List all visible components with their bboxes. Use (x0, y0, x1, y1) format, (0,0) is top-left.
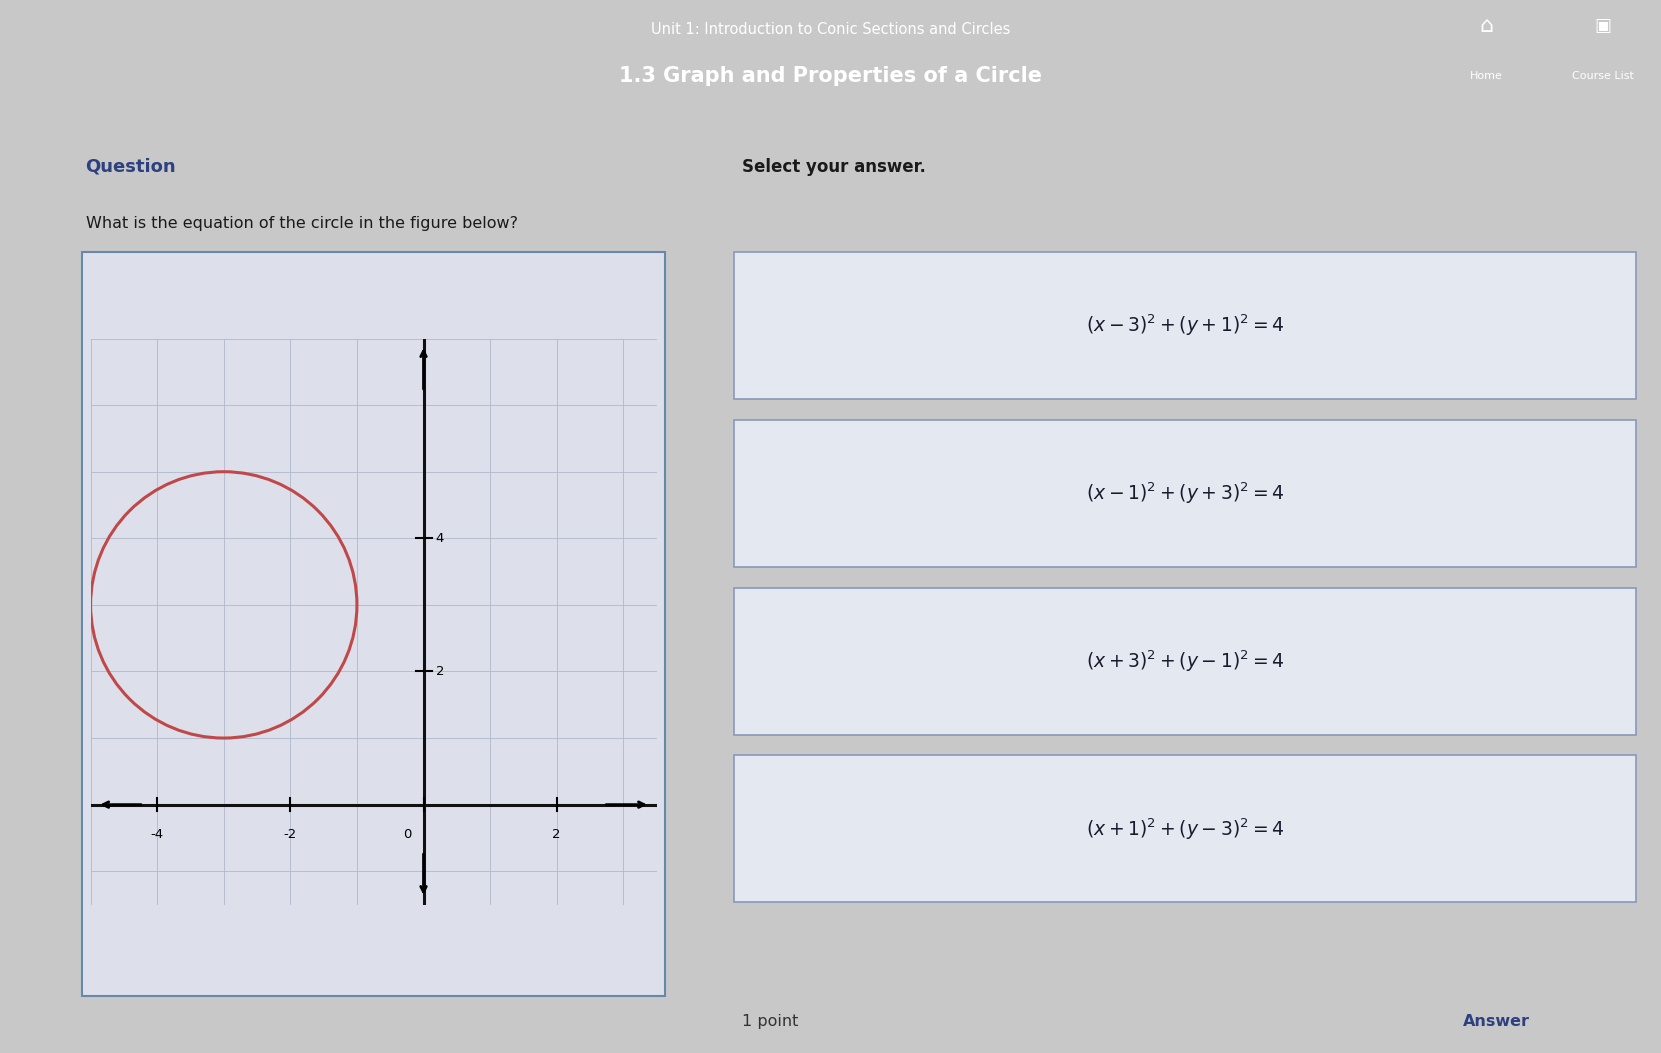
Text: 4: 4 (435, 532, 443, 544)
Text: 2: 2 (435, 665, 443, 678)
FancyBboxPatch shape (734, 420, 1636, 567)
Text: ▣: ▣ (1595, 17, 1611, 36)
Text: Question: Question (86, 158, 176, 176)
Text: $(x + 1)^2 + (y - 3)^2 = 4$: $(x + 1)^2 + (y - 3)^2 = 4$ (1086, 816, 1284, 841)
FancyBboxPatch shape (734, 588, 1636, 735)
Text: What is the equation of the circle in the figure below?: What is the equation of the circle in th… (86, 216, 518, 232)
Text: Home: Home (1470, 71, 1503, 81)
Text: 2: 2 (553, 828, 561, 841)
FancyBboxPatch shape (83, 252, 664, 996)
Text: $(x - 3)^2 + (y + 1)^2 = 4$: $(x - 3)^2 + (y + 1)^2 = 4$ (1086, 313, 1284, 338)
Text: 1.3 Graph and Properties of a Circle: 1.3 Graph and Properties of a Circle (620, 66, 1041, 85)
Text: Unit 1: Introduction to Conic Sections and Circles: Unit 1: Introduction to Conic Sections a… (651, 22, 1010, 37)
Text: $(x - 1)^2 + (y + 3)^2 = 4$: $(x - 1)^2 + (y + 3)^2 = 4$ (1086, 480, 1284, 506)
Text: -2: -2 (284, 828, 297, 841)
Text: Select your answer.: Select your answer. (742, 158, 925, 176)
Text: Answer: Answer (1463, 1014, 1530, 1029)
Text: -4: -4 (151, 828, 164, 841)
FancyBboxPatch shape (734, 252, 1636, 399)
Text: $(x + 3)^2 + (y - 1)^2 = 4$: $(x + 3)^2 + (y - 1)^2 = 4$ (1086, 649, 1284, 674)
Text: ⌂: ⌂ (1480, 17, 1493, 36)
FancyBboxPatch shape (734, 755, 1636, 902)
Text: 1 point: 1 point (742, 1014, 799, 1029)
Text: 0: 0 (402, 828, 410, 841)
Text: Course List: Course List (1571, 71, 1634, 81)
